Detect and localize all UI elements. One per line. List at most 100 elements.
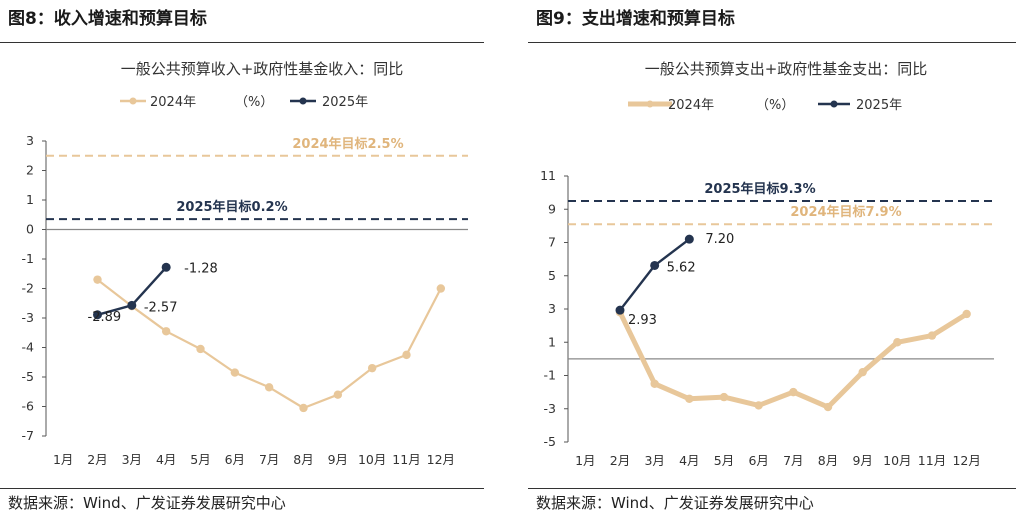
x-tick-label: 2月: [87, 452, 107, 467]
y-tick-label: -3: [544, 401, 556, 416]
data-point: [93, 275, 102, 284]
data-point: [264, 383, 274, 392]
y-tick-label: 1: [548, 334, 556, 349]
x-tick-label: 9月: [328, 452, 348, 467]
data-point: [615, 305, 625, 315]
x-tick-label: 3月: [122, 452, 142, 467]
data-point: [684, 234, 694, 244]
x-tick-label: 6月: [748, 453, 768, 468]
y-tick-label: 3: [548, 301, 556, 316]
x-tick-label: 1月: [575, 453, 595, 468]
data-point: [650, 379, 659, 389]
y-tick-label: -1: [544, 368, 556, 383]
data-point: [161, 262, 171, 272]
y-tick-label: 1: [26, 192, 34, 207]
x-tick-label: 9月: [852, 453, 872, 468]
x-tick-label: 7月: [783, 453, 803, 468]
source-note: 数据来源：Wind、广发证券发展研究中心: [536, 494, 814, 512]
legend-unit-label: （%）: [756, 98, 794, 113]
data-point: [754, 401, 763, 410]
y-tick-label: 11: [540, 168, 556, 183]
legend-swatch-marker: [299, 97, 307, 105]
x-tick-label: 2月: [610, 453, 630, 468]
data-point: [893, 338, 902, 347]
income-figure-panel: 图8：收入增速和预算目标 一般公共预算收入+政府性基金收入：同比 2024年 202…: [0, 0, 492, 515]
legend-swatch-marker: [646, 100, 654, 108]
x-tick-label: 4月: [679, 453, 699, 468]
x-tick-label: 5月: [714, 453, 734, 468]
x-tick-label: 3月: [644, 453, 664, 468]
legend-label: 2025年: [322, 95, 368, 110]
data-label: -2.57: [144, 300, 178, 315]
figure-header: 图8：收入增速和预算目标: [8, 9, 207, 29]
target-label: 2024年目标2.5%: [292, 136, 403, 152]
data-point: [685, 394, 694, 403]
y-tick-label: -5: [544, 434, 556, 449]
data-point: [789, 387, 798, 397]
y-tick-label: 9: [548, 201, 556, 216]
data-point: [402, 350, 411, 360]
x-tick-label: 6月: [225, 452, 245, 467]
data-point: [927, 331, 937, 340]
x-tick-label: 11月: [918, 453, 946, 468]
data-label: 5.62: [667, 260, 696, 275]
y-tick-label: -7: [22, 428, 34, 443]
income-chart: 一般公共预算收入+政府性基金收入：同比 2024年 2025年 （%） 3 2 1 0 -1 -2…: [22, 60, 468, 467]
data-point: [333, 390, 343, 399]
y-tick-label: -2: [22, 281, 34, 296]
data-point: [196, 344, 205, 354]
footer-rule: [0, 488, 484, 489]
expenditure-figure-panel: 图9：支出增速和预算目标 一般公共预算支出+政府性基金支出：同比 2024年 202…: [528, 0, 1024, 515]
chart-title: 一般公共预算支出+政府性基金支出：同比: [645, 60, 928, 78]
data-label: 2.93: [628, 313, 657, 328]
y-tick-label: -6: [22, 399, 35, 414]
legend-unit-label: （%）: [235, 95, 273, 110]
y-tick-label: 0: [26, 222, 34, 237]
legend-swatch-marker: [129, 97, 137, 105]
y-tick-label: -1: [22, 251, 34, 266]
x-tick-label: 5月: [190, 452, 210, 467]
x-tick-label: 11月: [392, 452, 420, 467]
target-label: 2025年目标0.2%: [176, 199, 287, 215]
expenditure-chart: 一般公共预算支出+政府性基金支出：同比 2024年 2025年 （%） 11 9 7 5 3 1 -…: [540, 60, 994, 468]
target-label: 2024年目标7.9%: [790, 204, 901, 220]
x-tick-label: 12月: [427, 452, 455, 467]
y-tick-label: 7: [548, 235, 556, 250]
y-tick-label: -4: [22, 340, 35, 355]
legend-label: 2025年: [856, 98, 902, 113]
header-rule: [0, 42, 484, 43]
y-tick-label: 3: [26, 133, 34, 148]
target-label: 2025年目标9.3%: [704, 181, 815, 197]
data-point: [858, 367, 867, 377]
x-tick-label: 10月: [883, 453, 911, 468]
header-rule: [528, 42, 1016, 43]
footer-rule: [528, 488, 1016, 489]
data-point: [719, 392, 729, 402]
data-point: [299, 403, 308, 413]
data-point: [823, 402, 833, 412]
x-tick-label: 4月: [156, 452, 176, 467]
data-point: [93, 310, 102, 320]
data-point: [962, 309, 971, 319]
legend-label: 2024年: [668, 98, 714, 113]
legend-label: 2024年: [150, 95, 196, 110]
data-point: [230, 368, 240, 377]
data-point: [367, 363, 377, 373]
y-tick-label: -5: [22, 369, 34, 384]
x-tick-label: 1月: [53, 452, 73, 467]
x-tick-label: 7月: [259, 452, 279, 467]
data-point: [161, 327, 171, 336]
data-point: [650, 260, 660, 270]
x-tick-label: 12月: [952, 453, 980, 468]
chart-title: 一般公共预算收入+政府性基金收入：同比: [121, 60, 404, 78]
data-point: [127, 300, 137, 310]
data-point: [436, 284, 446, 293]
data-label: 7.20: [705, 232, 734, 247]
y-tick-label: 5: [548, 268, 556, 283]
figure-header: 图9：支出增速和预算目标: [536, 9, 735, 29]
y-tick-label: -3: [22, 310, 34, 325]
legend-swatch-marker: [830, 100, 838, 108]
data-label: -2.89: [88, 310, 122, 325]
x-tick-label: 8月: [818, 453, 838, 468]
y-tick-label: 2: [26, 163, 34, 178]
